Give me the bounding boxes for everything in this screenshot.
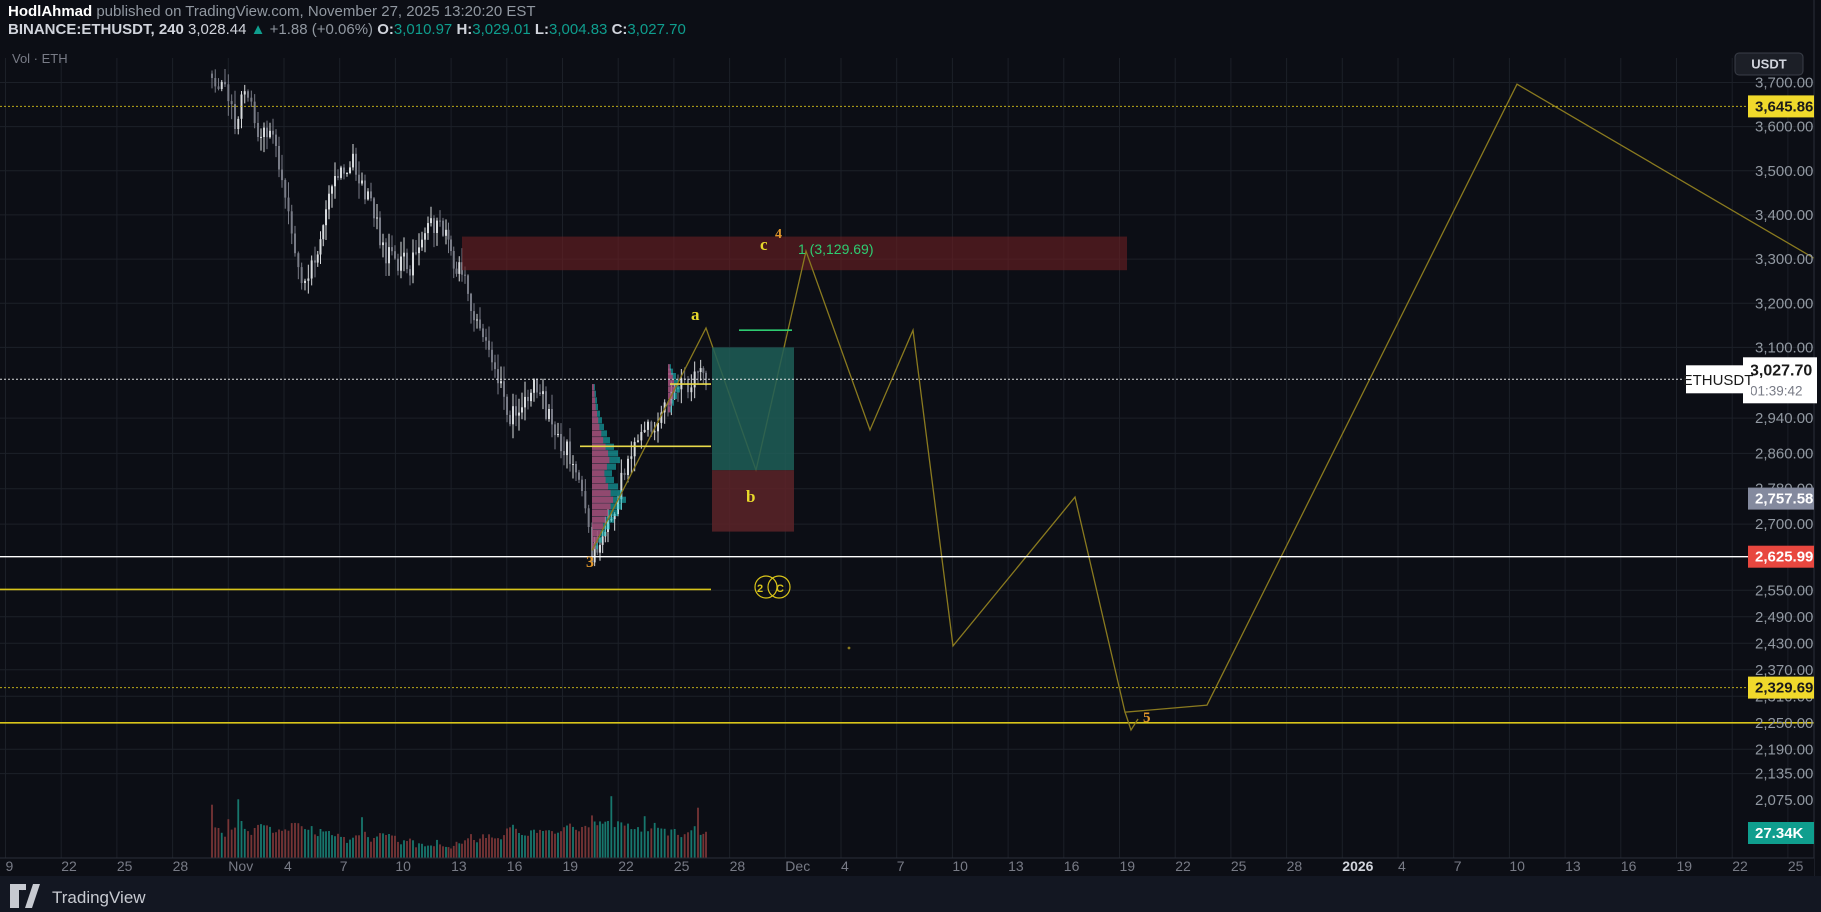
svg-text:2,430.00: 2,430.00 bbox=[1755, 635, 1813, 652]
svg-text:HodlAhmad published on Trading: HodlAhmad published on TradingView.com, … bbox=[8, 3, 536, 20]
svg-text:25: 25 bbox=[1231, 858, 1247, 874]
svg-text:22: 22 bbox=[61, 858, 77, 874]
svg-text:2,550.00: 2,550.00 bbox=[1755, 582, 1813, 599]
svg-text:4: 4 bbox=[284, 858, 292, 874]
svg-text:19: 19 bbox=[1677, 858, 1693, 874]
svg-text:4: 4 bbox=[841, 858, 849, 874]
svg-text:4: 4 bbox=[1398, 858, 1406, 874]
svg-text:BINANCE:ETHUSDT, 240 3,028.44: BINANCE:ETHUSDT, 240 3,028.44 ▲ +1.88 (+… bbox=[8, 21, 686, 38]
svg-text:2,250.00: 2,250.00 bbox=[1755, 715, 1813, 732]
svg-text:22: 22 bbox=[1732, 858, 1748, 874]
svg-text:4: 4 bbox=[775, 227, 782, 242]
svg-text:3,400.00: 3,400.00 bbox=[1755, 207, 1813, 224]
svg-text:13: 13 bbox=[1008, 858, 1024, 874]
svg-text:2,757.58: 2,757.58 bbox=[1755, 491, 1813, 508]
svg-text:7: 7 bbox=[340, 858, 348, 874]
svg-text:19: 19 bbox=[563, 858, 579, 874]
svg-text:3,600.00: 3,600.00 bbox=[1755, 119, 1813, 136]
svg-text:28: 28 bbox=[1287, 858, 1303, 874]
svg-text:3: 3 bbox=[586, 554, 594, 571]
svg-text:b: b bbox=[746, 487, 755, 506]
svg-text:19: 19 bbox=[1120, 858, 1136, 874]
svg-text:22: 22 bbox=[618, 858, 634, 874]
svg-text:2: 2 bbox=[757, 583, 763, 595]
svg-text:USDT: USDT bbox=[1751, 57, 1786, 72]
svg-text:5: 5 bbox=[1143, 710, 1151, 726]
svg-text:28: 28 bbox=[730, 858, 746, 874]
svg-text:16: 16 bbox=[1621, 858, 1637, 874]
svg-text:25: 25 bbox=[674, 858, 690, 874]
svg-text:2,490.00: 2,490.00 bbox=[1755, 609, 1813, 626]
svg-text:2,940.00: 2,940.00 bbox=[1755, 410, 1813, 427]
svg-text:3,500.00: 3,500.00 bbox=[1755, 163, 1813, 180]
svg-text:7: 7 bbox=[897, 858, 905, 874]
svg-text:2,329.69: 2,329.69 bbox=[1755, 680, 1813, 697]
svg-text:2,075.00: 2,075.00 bbox=[1755, 792, 1813, 809]
svg-text:3,700.00: 3,700.00 bbox=[1755, 75, 1813, 92]
svg-text:2,860.00: 2,860.00 bbox=[1755, 445, 1813, 462]
svg-text:2,135.00: 2,135.00 bbox=[1755, 766, 1813, 783]
svg-text:3,027.70: 3,027.70 bbox=[1750, 362, 1812, 379]
svg-text:2,190.00: 2,190.00 bbox=[1755, 741, 1813, 758]
svg-text:22: 22 bbox=[1175, 858, 1191, 874]
svg-text:10: 10 bbox=[395, 858, 411, 874]
svg-text:25: 25 bbox=[117, 858, 133, 874]
svg-text:2026: 2026 bbox=[1342, 858, 1373, 874]
svg-text:2,625.99: 2,625.99 bbox=[1755, 549, 1813, 566]
svg-text:1 (3,129.69): 1 (3,129.69) bbox=[798, 241, 874, 257]
svg-text:TradingView: TradingView bbox=[52, 888, 146, 907]
svg-text:10: 10 bbox=[952, 858, 968, 874]
svg-text:3,100.00: 3,100.00 bbox=[1755, 339, 1813, 356]
svg-text:ETHUSDT: ETHUSDT bbox=[1683, 372, 1754, 389]
svg-text:16: 16 bbox=[1064, 858, 1080, 874]
svg-text:2,370.00: 2,370.00 bbox=[1755, 662, 1813, 679]
svg-text:Dec: Dec bbox=[785, 858, 810, 874]
svg-text:9: 9 bbox=[6, 858, 14, 874]
svg-text:7: 7 bbox=[1454, 858, 1462, 874]
svg-text:16: 16 bbox=[507, 858, 523, 874]
svg-text:3,645.86: 3,645.86 bbox=[1755, 98, 1813, 115]
svg-text:a: a bbox=[691, 305, 700, 324]
svg-text:25: 25 bbox=[1788, 858, 1804, 874]
svg-text:28: 28 bbox=[173, 858, 189, 874]
svg-text:2,700.00: 2,700.00 bbox=[1755, 516, 1813, 533]
svg-text:c: c bbox=[760, 235, 768, 254]
svg-text:27.34K: 27.34K bbox=[1755, 825, 1804, 842]
svg-text:3,300.00: 3,300.00 bbox=[1755, 251, 1813, 268]
svg-text:Vol · ETH: Vol · ETH bbox=[12, 51, 68, 66]
svg-text:10: 10 bbox=[1509, 858, 1525, 874]
svg-text:01:39:42: 01:39:42 bbox=[1750, 383, 1803, 398]
svg-text:Nov: Nov bbox=[228, 858, 253, 874]
svg-text:3,200.00: 3,200.00 bbox=[1755, 295, 1813, 312]
svg-text:C: C bbox=[776, 583, 784, 595]
svg-text:13: 13 bbox=[451, 858, 467, 874]
svg-text:13: 13 bbox=[1565, 858, 1581, 874]
